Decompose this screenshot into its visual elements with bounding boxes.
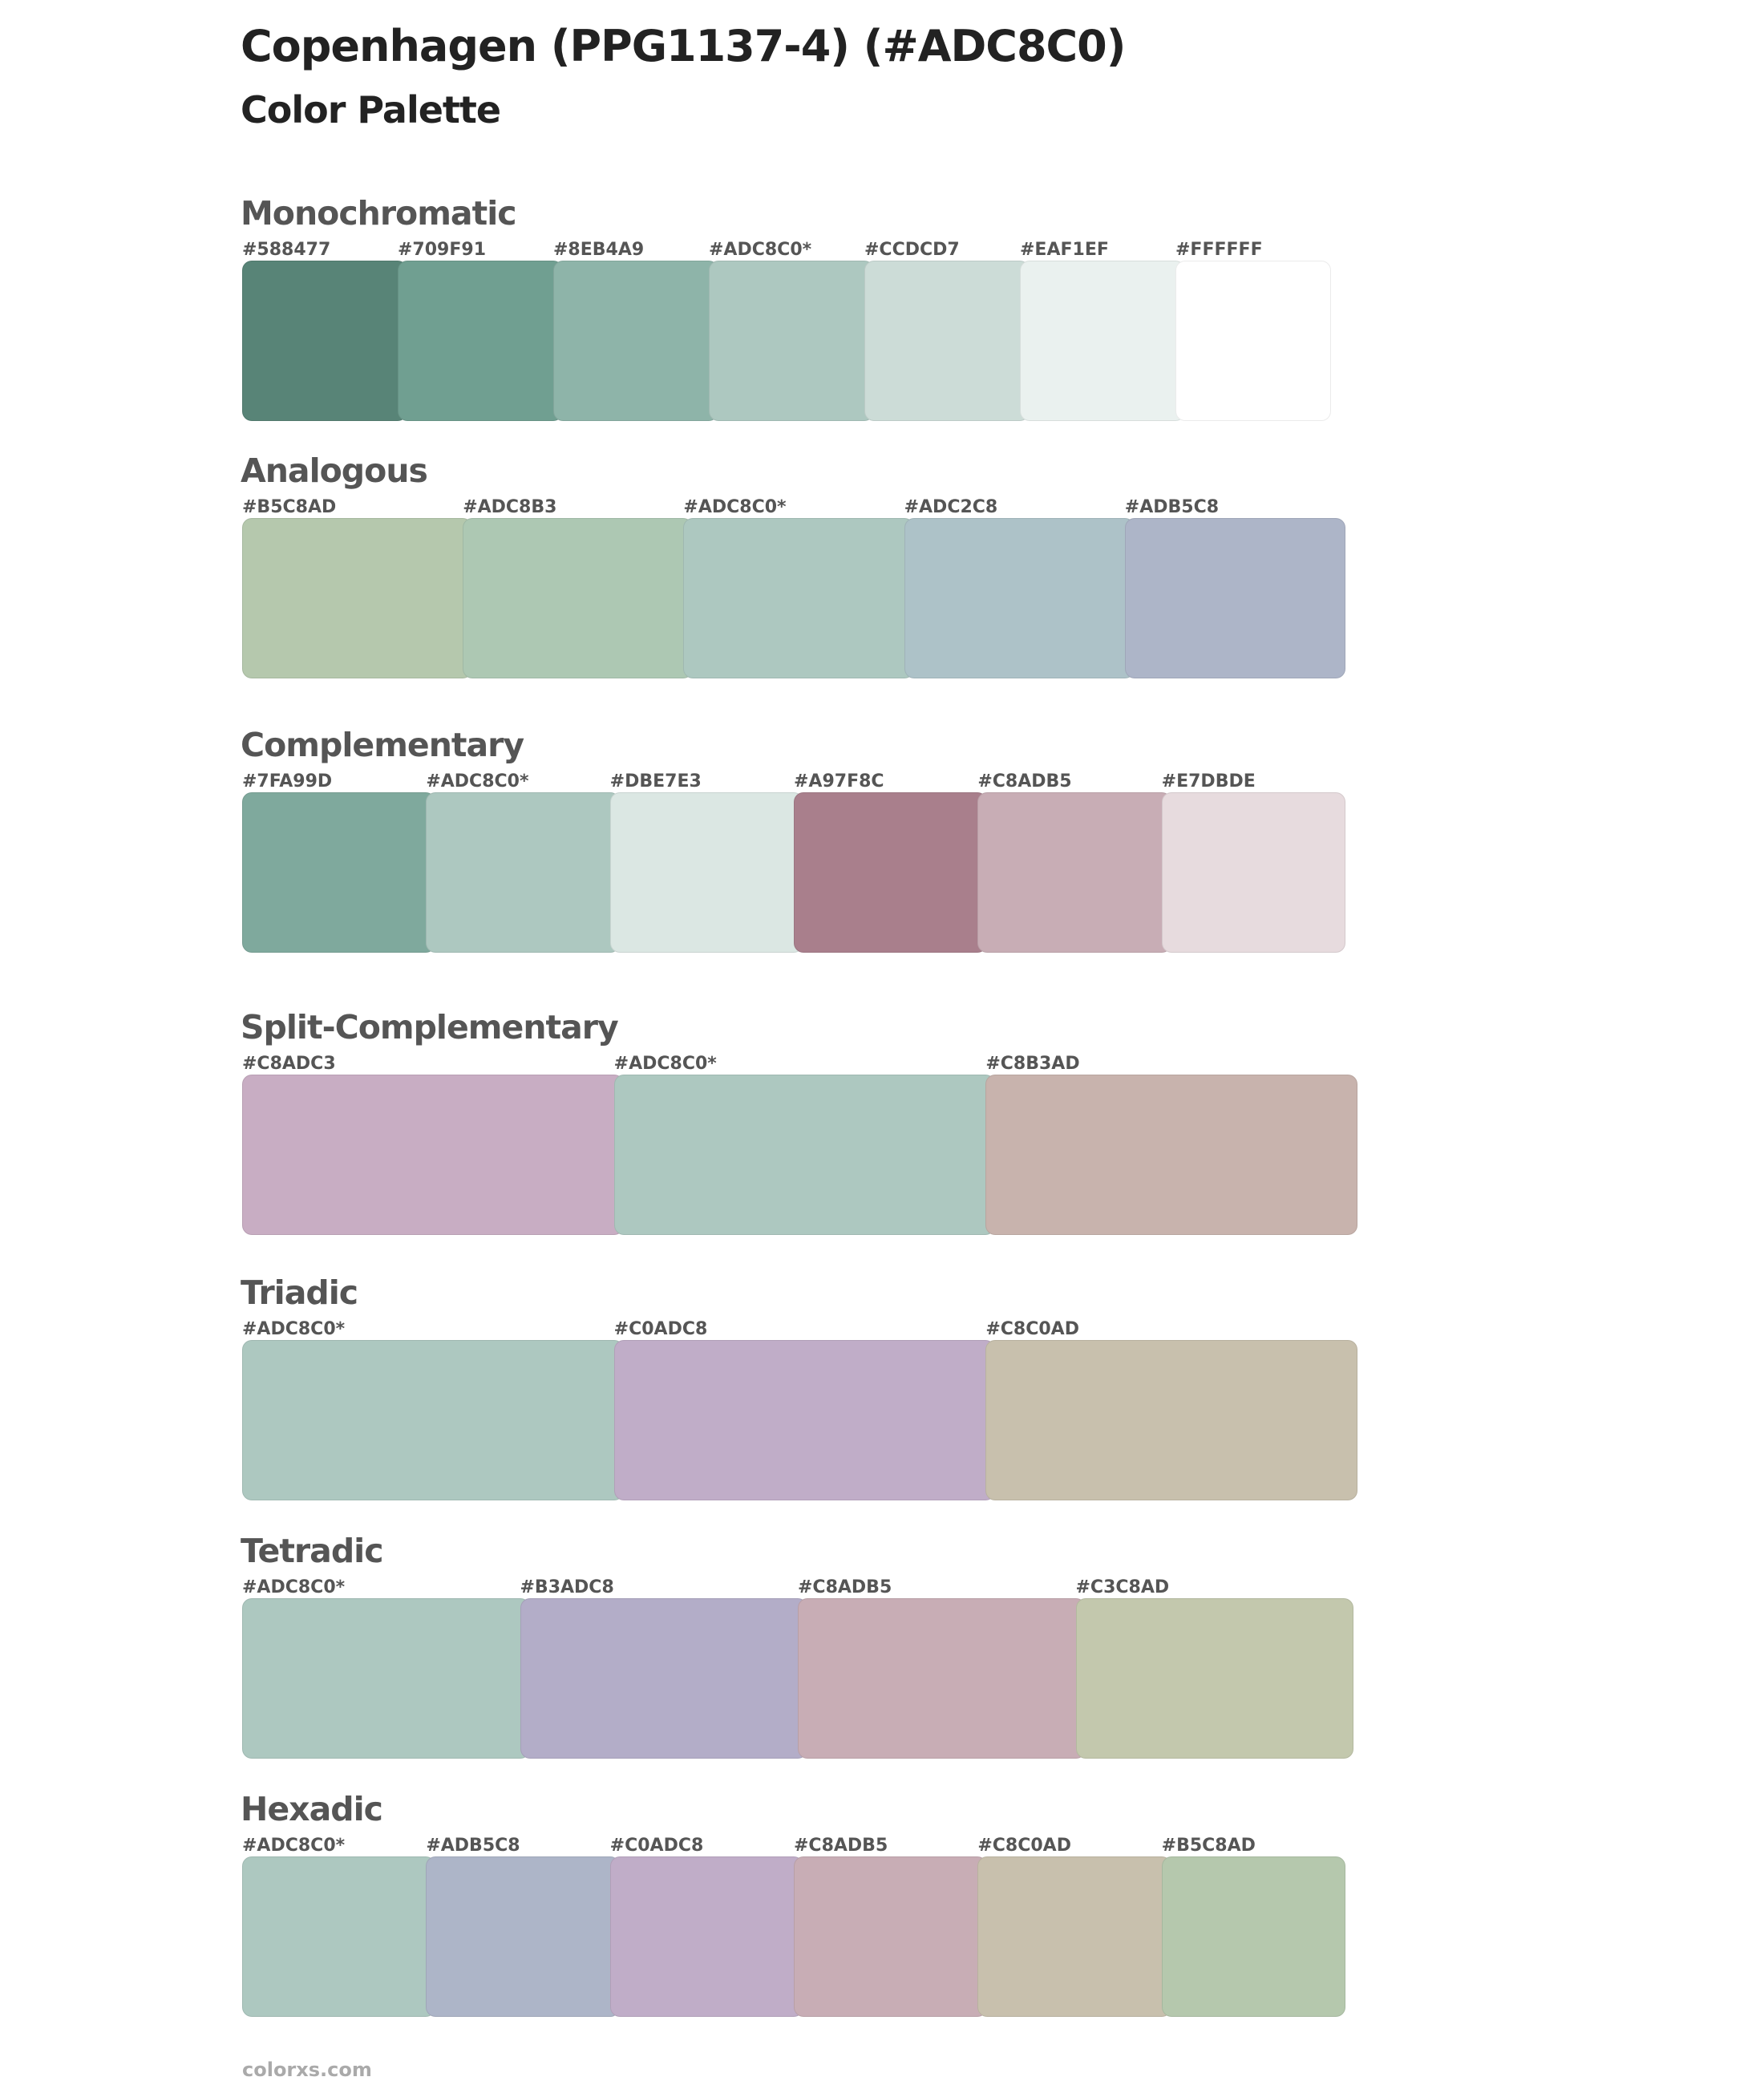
swatch-color-box[interactable]	[1161, 792, 1345, 953]
swatch-hex-label: #C8C0AD	[977, 1836, 1071, 1856]
swatch-color-box[interactable]	[794, 792, 988, 953]
swatch-hex-label: #ADB5C8	[1124, 497, 1220, 517]
swatch-color-box[interactable]	[242, 1340, 624, 1500]
swatch-color-box[interactable]	[242, 1075, 624, 1235]
swatch-color-box[interactable]	[242, 261, 407, 421]
swatch-color-box[interactable]	[1161, 1856, 1345, 2017]
section-title: Split-Complementary	[241, 1008, 619, 1047]
section-title: Analogous	[241, 451, 428, 490]
swatch-color-box[interactable]	[553, 261, 718, 421]
swatch-color-box[interactable]	[426, 1856, 620, 2017]
swatch-color-box[interactable]	[985, 1340, 1357, 1500]
swatch-color-box[interactable]	[398, 261, 563, 421]
footer-site-link[interactable]: colorxs.com	[242, 2059, 372, 2081]
swatch-hex-label: #C8B3AD	[985, 1054, 1080, 1074]
swatch-color-box[interactable]	[1175, 261, 1331, 421]
section-title: Hexadic	[241, 1790, 383, 1828]
swatch-hex-label: #C3C8AD	[1075, 1577, 1170, 1597]
section-title: Triadic	[241, 1273, 358, 1312]
swatch-hex-label: #A97F8C	[794, 771, 884, 791]
swatch-color-box[interactable]	[609, 792, 803, 953]
swatch-color-box[interactable]	[977, 1856, 1171, 2017]
swatch-hex-label: #ADC8C0*	[683, 497, 787, 517]
swatch-color-box[interactable]	[683, 518, 914, 678]
swatch-hex-label: #ADC8C0*	[613, 1054, 717, 1074]
swatch-hex-label: #EAF1EF	[1020, 240, 1109, 260]
swatch-color-box[interactable]	[798, 1598, 1086, 1759]
swatch-color-box[interactable]	[904, 518, 1135, 678]
swatch-hex-label: #7FA99D	[242, 771, 333, 791]
swatch-color-box[interactable]	[794, 1856, 988, 2017]
swatch-hex-label: #C0ADC8	[613, 1319, 708, 1339]
swatch-hex-label: #FFFFFF	[1175, 240, 1263, 260]
swatch-color-box[interactable]	[242, 1598, 530, 1759]
swatch-hex-label: #ADC8C0*	[426, 771, 529, 791]
swatch-color-box[interactable]	[613, 1075, 996, 1235]
section-title: Monochromatic	[241, 194, 517, 233]
swatch-hex-label: #ADC8C0*	[709, 240, 812, 260]
swatch-hex-label: #ADB5C8	[426, 1836, 520, 1856]
swatch-color-box[interactable]	[609, 1856, 803, 2017]
swatch-hex-label: #ADC2C8	[904, 497, 998, 517]
swatch-color-box[interactable]	[977, 792, 1171, 953]
swatch-hex-label: #B5C8AD	[1161, 1836, 1256, 1856]
swatch-color-box[interactable]	[426, 792, 620, 953]
swatch-color-box[interactable]	[242, 518, 473, 678]
swatch-hex-label: #CCDCD7	[864, 240, 960, 260]
swatch-color-box[interactable]	[1075, 1598, 1353, 1759]
swatch-hex-label: #C8ADC3	[242, 1054, 336, 1074]
swatch-hex-label: #C8ADB5	[794, 1836, 888, 1856]
swatch-hex-label: #ADC8C0*	[242, 1836, 346, 1856]
swatch-color-box[interactable]	[613, 1340, 996, 1500]
swatch-hex-label: #8EB4A9	[553, 240, 645, 260]
swatch-color-box[interactable]	[242, 1856, 436, 2017]
swatch-hex-label: #C0ADC8	[609, 1836, 704, 1856]
section-title: Tetradic	[241, 1532, 384, 1570]
swatch-color-box[interactable]	[864, 261, 1030, 421]
swatch-hex-label: #B5C8AD	[242, 497, 337, 517]
swatch-hex-label: #ADC8B3	[463, 497, 557, 517]
swatch-color-box[interactable]	[709, 261, 874, 421]
swatch-hex-label: #E7DBDE	[1161, 771, 1256, 791]
swatch-hex-label: #DBE7E3	[609, 771, 702, 791]
page-subtitle: Color Palette	[241, 88, 501, 132]
swatch-hex-label: #C8ADB5	[977, 771, 1072, 791]
swatch-hex-label: #588477	[242, 240, 331, 260]
swatch-color-box[interactable]	[463, 518, 694, 678]
swatch-color-box[interactable]	[985, 1075, 1357, 1235]
swatch-color-box[interactable]	[1020, 261, 1185, 421]
section-title: Complementary	[241, 726, 524, 764]
swatch-color-box[interactable]	[1124, 518, 1345, 678]
swatch-hex-label: #ADC8C0*	[242, 1577, 346, 1597]
swatch-hex-label: #ADC8C0*	[242, 1319, 346, 1339]
page-title: Copenhagen (PPG1137-4) (#ADC8C0)	[241, 21, 1126, 71]
swatch-hex-label: #709F91	[398, 240, 486, 260]
swatch-color-box[interactable]	[242, 792, 436, 953]
swatch-color-box[interactable]	[520, 1598, 807, 1759]
swatch-hex-label: #C8ADB5	[798, 1577, 892, 1597]
swatch-hex-label: #C8C0AD	[985, 1319, 1079, 1339]
swatch-hex-label: #B3ADC8	[520, 1577, 614, 1597]
